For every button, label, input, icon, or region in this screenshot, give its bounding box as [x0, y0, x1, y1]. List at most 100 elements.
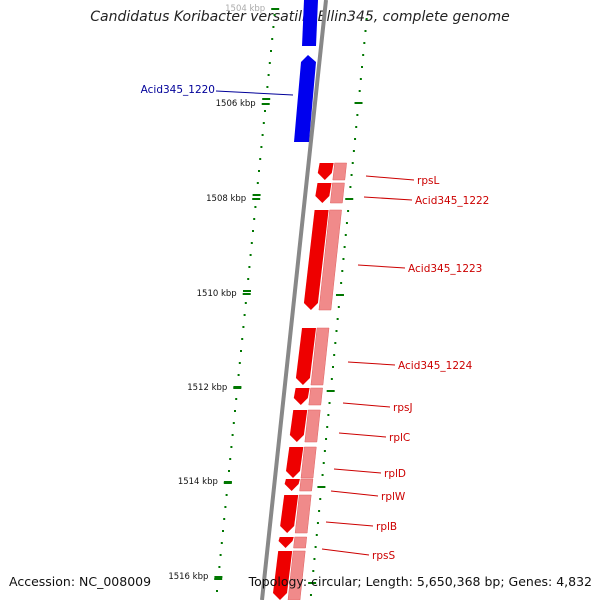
scale-tick-left — [243, 290, 251, 292]
gene-feature-acid345_1223[interactable] — [303, 210, 329, 310]
gene-feature-red[interactable] — [273, 551, 293, 600]
gene-feature-rpsl[interactable] — [317, 163, 334, 180]
scale-tick-left — [229, 458, 232, 460]
scale-tick-right — [330, 378, 333, 380]
scale-tick-right — [326, 390, 335, 392]
gene-label-rpsj[interactable]: rpsJ — [393, 402, 413, 414]
gene-feature-shadow — [300, 446, 317, 479]
scale-tick-right — [323, 450, 326, 452]
scale-tick-left — [228, 470, 230, 472]
gene-feature-rpld[interactable] — [286, 447, 304, 478]
scale-tick-right — [332, 366, 335, 368]
scale-tick-right — [335, 294, 344, 296]
gene-feature-acid345_1224[interactable] — [295, 328, 317, 385]
gene-feature-rpsj[interactable] — [293, 388, 310, 405]
scale-tick-right — [325, 438, 328, 440]
gene-label-rplc[interactable]: rplC — [389, 432, 410, 444]
scale-tick-right — [316, 522, 319, 524]
scale-tick-left — [216, 590, 218, 592]
gene-feature-shadow — [287, 550, 306, 600]
scale-tick-right — [335, 330, 338, 332]
scale-tick-right — [333, 354, 336, 356]
gene-label-acid345-1220[interactable]: Acid345_1220 — [141, 84, 215, 96]
scale-tick-right — [309, 594, 312, 596]
scale-tick-left — [222, 530, 224, 532]
scale-tick-left — [260, 146, 263, 148]
kbp-scale-label: 1510 kbp — [197, 289, 237, 299]
scale-tick-right — [341, 270, 344, 272]
scale-tick-right — [347, 210, 350, 212]
scale-tick-left — [223, 518, 226, 520]
scale-tick-left — [224, 506, 227, 508]
kbp-scale-label: 1508 kbp — [206, 194, 246, 204]
gene-label-rplb[interactable]: rplB — [376, 521, 397, 533]
gene-label-leader — [338, 432, 387, 438]
gene-feature-acid345-1220[interactable] — [294, 55, 316, 142]
scale-tick-right — [364, 30, 367, 32]
scale-tick-left — [268, 62, 271, 64]
gene-label-acid345-1222[interactable]: Acid345_1222 — [415, 195, 489, 207]
gene-label-acid345-1224[interactable]: Acid345_1224 — [398, 360, 473, 372]
gene-label-leader — [363, 196, 413, 201]
gene-label-leader — [333, 468, 382, 474]
scale-tick-left — [262, 122, 265, 124]
accession-text: Accession: NC_008009 — [9, 574, 152, 589]
scale-tick-left — [266, 86, 269, 88]
scale-tick-right — [328, 402, 331, 404]
gene-feature-rplc[interactable] — [289, 410, 308, 442]
gene-feature-shadow — [332, 162, 347, 181]
kbp-scale-label: 1516 kbp — [168, 572, 208, 582]
gene-feature-blue[interactable] — [302, 0, 318, 46]
scale-tick-right — [319, 498, 322, 500]
gene-feature-rplw[interactable] — [284, 479, 300, 491]
scale-tick-right — [326, 426, 329, 428]
scale-tick-left — [218, 566, 221, 568]
scale-tick-right — [365, 18, 368, 20]
scale-tick-left — [220, 542, 223, 544]
scale-tick-left — [261, 134, 264, 136]
gene-feature-rplb[interactable] — [280, 495, 299, 533]
scale-tick-right — [314, 546, 317, 548]
kbp-major-tick — [252, 198, 261, 200]
scale-tick-right — [337, 306, 340, 308]
scale-tick-right — [350, 174, 353, 176]
scale-tick-left — [270, 50, 272, 52]
gene-feature-shadow — [299, 478, 314, 492]
scale-tick-left — [273, 14, 276, 16]
scale-tick-left — [252, 194, 261, 196]
scale-tick-left — [247, 278, 250, 280]
kbp-major-tick — [261, 103, 270, 105]
scale-tick-left — [259, 158, 262, 160]
scale-tick-left — [264, 110, 266, 112]
scale-tick-right — [349, 186, 352, 188]
kbp-scale-label: 1514 kbp — [178, 477, 218, 487]
gene-feature-acid345_1222[interactable] — [315, 183, 332, 203]
kbp-major-tick — [271, 8, 280, 10]
gene-label-leader — [215, 90, 294, 96]
gene-label-leader — [330, 490, 379, 497]
scale-tick-right — [359, 78, 362, 80]
gene-label-rpss[interactable]: rpsS — [372, 550, 395, 562]
gene-label-acid345-1223[interactable]: Acid345_1223 — [408, 263, 482, 275]
scale-tick-left — [253, 218, 256, 220]
genome-title: Candidatus Koribacter versatilis Ellin34… — [90, 9, 510, 25]
scale-tick-left — [214, 578, 223, 580]
scale-tick-right — [354, 138, 357, 140]
gene-feature-shadow — [304, 409, 321, 443]
gene-label-rpsl[interactable]: rpsL — [417, 175, 439, 187]
scale-tick-right — [340, 282, 343, 284]
topology-text: Topology: circular; Length: 5,650,368 bp… — [248, 574, 592, 589]
scale-tick-right — [361, 66, 364, 68]
gene-label-leader — [347, 361, 396, 366]
gene-label-rplw[interactable]: rplW — [381, 491, 406, 503]
scale-tick-right — [317, 486, 326, 488]
scale-tick-left — [250, 242, 253, 244]
genome-backbone — [260, 0, 328, 600]
scale-tick-right — [313, 558, 316, 560]
scale-tick-left — [231, 434, 234, 436]
gene-feature-rpss[interactable] — [278, 537, 294, 548]
gene-label-rpld[interactable]: rplD — [384, 468, 406, 480]
scale-tick-left — [219, 554, 222, 556]
scale-tick-right — [358, 90, 361, 92]
